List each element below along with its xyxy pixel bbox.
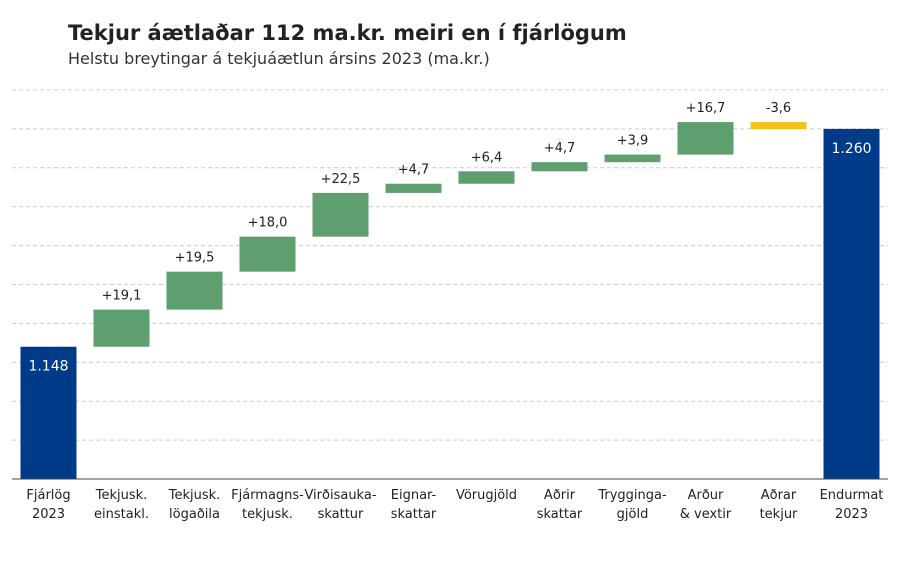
x-tick-label-line: Fjármagns-	[231, 488, 304, 503]
delta-bar	[604, 154, 661, 163]
delta-bar	[93, 309, 150, 347]
x-tick-label-line: Virðisauka-	[304, 488, 376, 503]
chart-title: Tekjur áætlaðar 112 ma.kr. meiri en í fj…	[68, 21, 627, 45]
x-tick-label: Virðisauka-skattur	[304, 488, 376, 522]
value-label: +16,7	[686, 101, 726, 116]
x-tick-label-line: Vörugjöld	[456, 488, 517, 503]
x-tick-label: Endurmat 2023	[820, 488, 884, 522]
x-tick-label-line: Aðrir	[544, 488, 576, 503]
value-label: +4,7	[544, 141, 576, 156]
value-label: 1.148	[28, 359, 68, 375]
x-tick-label-line: & vextir	[680, 507, 732, 522]
x-tick-label: Eignar-skattar	[391, 488, 437, 522]
delta-bar	[458, 171, 515, 184]
x-tick-label-line: Trygginga-	[597, 488, 667, 503]
value-label: +3,9	[617, 134, 649, 149]
x-tick-label: Fjárlög 2023	[26, 488, 70, 522]
x-tick-label-line: skattur	[318, 507, 364, 522]
x-tick-label: Tekjusk. lögaðila	[168, 488, 221, 522]
value-label: +6,4	[471, 150, 503, 165]
x-tick-label-line: 2023	[32, 507, 65, 522]
x-tick-label-line: Aðrar	[761, 488, 797, 503]
x-tick-label-line: lögaðila	[169, 507, 220, 522]
x-tick-label-line: Eignar-	[391, 488, 437, 503]
value-label: +4,7	[398, 163, 430, 178]
value-label: +18,0	[248, 216, 288, 231]
delta-bar	[677, 122, 734, 155]
value-label: -3,6	[766, 101, 791, 116]
chart-subtitle: Helstu breytingar á tekjuáætlun ársins 2…	[68, 49, 490, 68]
x-tick-label: Trygginga-gjöld	[597, 488, 667, 522]
total-bar	[20, 346, 77, 479]
x-tick-label-line: Tekjusk.	[168, 488, 221, 503]
x-tick-label-line: tekjur	[760, 507, 798, 522]
x-tick-label-line: einstakl.	[94, 507, 149, 522]
x-tick-label: Arður & vextir	[680, 488, 732, 522]
value-label: +19,5	[175, 251, 215, 266]
x-tick-label-line: Arður	[688, 488, 724, 503]
x-tick-label-line: Tekjusk.	[95, 488, 148, 503]
value-label: 1.260	[831, 141, 871, 157]
delta-bar	[239, 236, 296, 272]
delta-bar	[166, 271, 223, 310]
x-tick-label-line: Endurmat	[820, 488, 884, 503]
x-tick-label-line: gjöld	[617, 507, 649, 522]
x-tick-label: Tekjusk. einstakl.	[94, 488, 149, 522]
delta-bar	[385, 183, 442, 193]
value-label: +19,1	[102, 289, 142, 304]
x-tick-label-line: 2023	[835, 507, 868, 522]
delta-bar	[312, 192, 369, 237]
x-tick-label-line: skattar	[391, 507, 437, 522]
x-tick-label-line: Fjárlög	[26, 488, 70, 503]
total-bar	[823, 128, 880, 479]
x-tick-label: Aðrir skattar	[537, 488, 583, 522]
x-tick-label-line: skattar	[537, 507, 583, 522]
x-tick-label: Fjármagns-tekjusk.	[231, 488, 304, 522]
x-tick-label: Vörugjöld	[456, 488, 517, 503]
x-tick-label-line: tekjusk.	[242, 507, 293, 522]
delta-bar	[531, 162, 588, 172]
x-tick-label: Aðrar tekjur	[760, 488, 798, 522]
value-label: +22,5	[321, 172, 361, 187]
delta-bar	[750, 122, 807, 130]
